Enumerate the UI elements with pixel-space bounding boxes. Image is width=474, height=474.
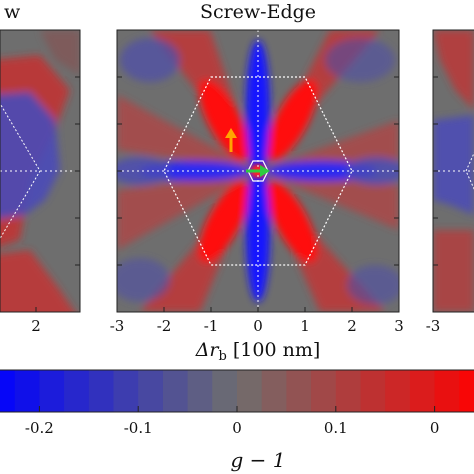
arm-bottom (246, 162, 270, 302)
colorbar-cell (335, 370, 361, 412)
colorbar-cell (409, 370, 436, 412)
lobe-left-upper (117, 95, 258, 171)
panel-left-title: w (4, 1, 21, 23)
peak-upper-left (198, 79, 250, 161)
colorbar-cell (286, 370, 312, 412)
x-tick-label: 0 (253, 317, 263, 335)
x-axis-label-symbol: Δr (195, 339, 221, 361)
x-axis-label: Δrb [100 nm] (195, 339, 321, 364)
x-tick-label: 1 (300, 317, 310, 335)
blob-bottom-right (347, 265, 399, 305)
arrow-green (246, 165, 270, 177)
peak-lower-right (266, 181, 318, 263)
x-axis-label-subscript: b (219, 349, 227, 364)
x-tick-label: -3 (110, 317, 125, 335)
x-tick-label: 3 (394, 317, 404, 335)
colorbar-cell (311, 370, 337, 412)
panel-left: w 2 (0, 1, 81, 335)
colorbar-cell (162, 370, 189, 412)
arrow-green-head (260, 165, 270, 177)
panel-center-ticks: -3 -2 -1 0 1 2 3 (110, 29, 404, 335)
colorbar-cell (113, 370, 139, 412)
colorbar-cell (88, 370, 114, 412)
x-tick-label: 2 (31, 317, 41, 335)
panel-right-ticks: -3 (426, 29, 441, 335)
colorbar: -0.2 -0.1 0 0.1 0 g − 1 (0, 369, 474, 472)
left-negative-region (0, 92, 60, 219)
peak-upper-right (266, 79, 318, 161)
right-positive-region-lower (433, 230, 474, 312)
panel-right-heatmap (433, 30, 474, 312)
colorbar-cell (14, 370, 40, 412)
colorbar-cell (459, 370, 474, 412)
colorbar-cells (0, 370, 474, 412)
panel-center: Screw-Edge (110, 1, 404, 335)
colorbar-cell (138, 370, 164, 412)
x-tick-label: 2 (347, 317, 357, 335)
colorbar-cell (237, 370, 263, 412)
x-tick-label: -2 (157, 317, 172, 335)
x-tick-label: -1 (204, 317, 219, 335)
colorbar-cell (187, 370, 213, 412)
panel-center-title: Screw-Edge (200, 1, 316, 23)
colorbar-ticks: -0.2 -0.1 0 0.1 0 (25, 406, 439, 437)
x-axis-label-unit: [100 nm] (227, 339, 320, 361)
colorbar-tick-label: 0.1 (324, 419, 348, 437)
hexagon-outer (163, 76, 353, 266)
colorbar-cell (39, 370, 65, 412)
panel-left-ticks: 2 (31, 29, 80, 335)
colorbar-cell (212, 370, 238, 412)
colorbar-tick-label: -0.1 (124, 419, 153, 437)
colorbar-cell (0, 370, 16, 412)
arrow-orange (225, 128, 237, 152)
colorbar-tick-label: 0 (430, 419, 440, 437)
right-negative-region (433, 115, 474, 215)
colorbar-cell (64, 370, 90, 412)
peak-lower-left (198, 181, 250, 263)
lobe-right-lower (258, 171, 399, 230)
colorbar-tick-label: -0.2 (25, 419, 54, 437)
colorbar-cell (261, 370, 287, 412)
colorbar-cell (385, 370, 411, 412)
left-positive-region-lower (0, 250, 75, 312)
blob-bottom-left (117, 258, 170, 302)
blob-top-left (120, 38, 180, 82)
arrow-orange-head (225, 128, 237, 138)
panel-right: -3 (426, 29, 474, 335)
colorbar-cell (360, 370, 386, 412)
blob-top-right (325, 38, 395, 82)
colorbar-label: g − 1 (231, 448, 286, 472)
left-weak-region (40, 30, 80, 75)
lobe-left-lower (117, 171, 258, 250)
x-tick-label: -3 (426, 317, 441, 335)
colorbar-cell (434, 370, 460, 412)
right-positive-region (433, 30, 474, 110)
colorbar-tick-label: 0 (232, 419, 242, 437)
panel-center-heatmap (117, 30, 399, 312)
panel-left-heatmap (0, 30, 80, 312)
